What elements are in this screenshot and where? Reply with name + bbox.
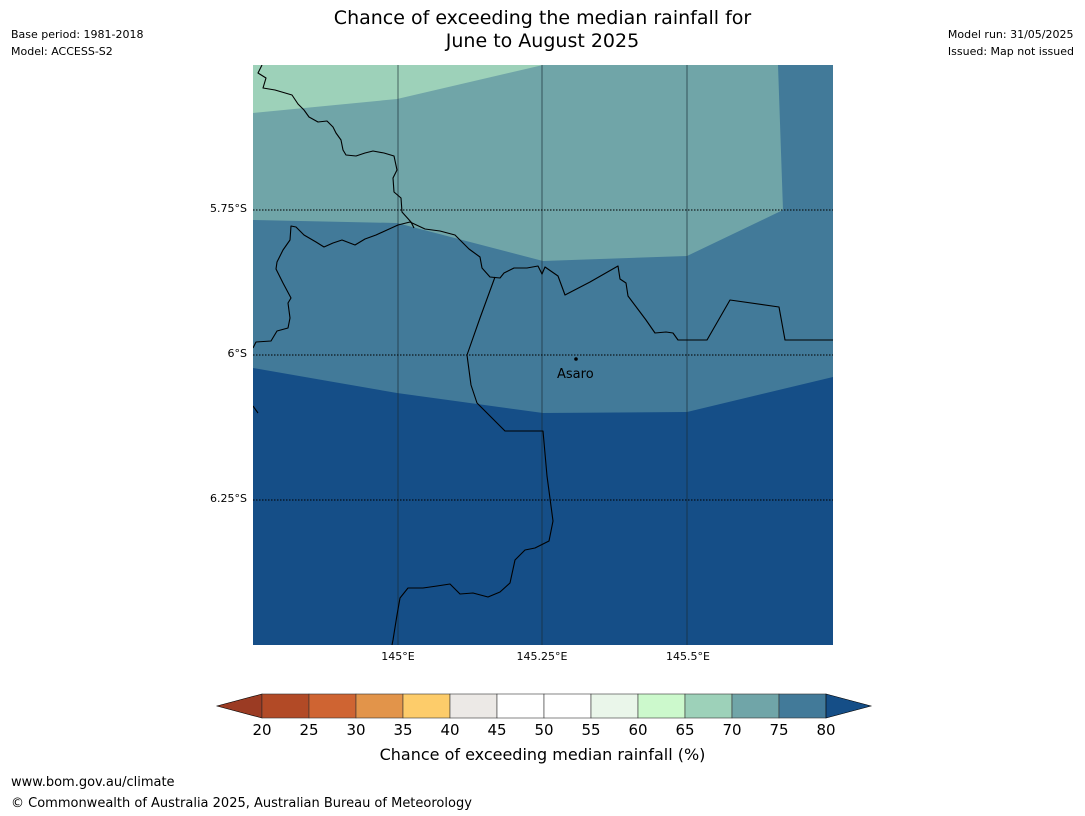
base-period-text: Base period: 1981-2018 — [11, 28, 144, 41]
lon-label-145: 145°E — [381, 650, 415, 663]
colorbar: 20 25 30 35 40 45 50 55 60 65 70 75 80 — [215, 693, 873, 739]
boundary-south — [391, 276, 554, 645]
asaro-marker — [574, 357, 578, 361]
graticule — [253, 65, 833, 645]
meta-left: Base period: 1981-2018 Model: ACCESS-S2 — [11, 26, 143, 60]
lat-label-6: 6°S — [227, 347, 247, 360]
colorbar-tick-label: 75 — [769, 721, 788, 739]
colorbar-segment — [402, 693, 451, 719]
boundary-north-west — [257, 65, 415, 229]
colorbar-tick-label: 50 — [534, 721, 553, 739]
footer-copyright: © Commonwealth of Australia 2025, Austra… — [11, 796, 472, 811]
lon-label-145-25: 145.25°E — [516, 650, 568, 663]
colorbar-segment — [543, 693, 592, 719]
colorbar-tick-label: 45 — [487, 721, 506, 739]
map-title: Chance of exceeding the median rainfall … — [0, 7, 1085, 53]
colorbar-tick-label: 65 — [675, 721, 694, 739]
model-text: Model: ACCESS-S2 — [11, 45, 113, 58]
province-boundaries — [253, 65, 833, 645]
lat-label-6-25: 6.25°S — [210, 492, 247, 505]
meta-right: Model run: 31/05/2025 Issued: Map not is… — [948, 26, 1074, 60]
colorbar-over-arrow — [825, 693, 873, 719]
colorbar-tick-labels: 20 25 30 35 40 45 50 55 60 65 70 75 80 — [252, 721, 835, 739]
boundary-central — [253, 221, 833, 349]
colorbar-segment — [496, 693, 545, 719]
title-line-2: June to August 2025 — [445, 30, 640, 52]
colorbar-tick-label: 55 — [581, 721, 600, 739]
colorbar-tick-label: 80 — [816, 721, 835, 739]
colorbar-tick-label: 25 — [299, 721, 318, 739]
colorbar-tick-label: 70 — [722, 721, 741, 739]
lon-label-145-5: 145.5°E — [666, 650, 710, 663]
colorbar-tick-label: 35 — [393, 721, 412, 739]
colorbar-segment — [778, 693, 827, 719]
colorbar-segment — [590, 693, 639, 719]
colorbar-segment — [684, 693, 733, 719]
colorbar-segment — [261, 693, 310, 719]
colorbar-segment — [308, 693, 357, 719]
issued-text: Issued: Map not issued — [947, 45, 1074, 58]
colorbar-segment — [355, 693, 404, 719]
model-run-text: Model run: 31/05/2025 — [947, 28, 1074, 41]
map-area: Asaro — [253, 65, 833, 645]
band-70-75 — [253, 65, 783, 261]
colorbar-segment — [731, 693, 780, 719]
colorbar-under-arrow — [215, 693, 263, 719]
lat-label-5-75: 5.75°S — [210, 202, 247, 215]
colorbar-tick-label: 30 — [346, 721, 365, 739]
colorbar-label: Chance of exceeding median rainfall (%) — [379, 745, 706, 764]
title-line-1: Chance of exceeding the median rainfall … — [333, 7, 752, 29]
asaro-label: Asaro — [557, 367, 594, 382]
colorbar-segment — [637, 693, 686, 719]
colorbar-segment — [449, 693, 498, 719]
colorbar-tick-label: 60 — [628, 721, 647, 739]
colorbar-segments — [215, 693, 873, 719]
boundary-west-edge — [253, 405, 259, 414]
footer-url[interactable]: www.bom.gov.au/climate — [11, 775, 175, 790]
colorbar-tick-label: 20 — [252, 721, 271, 739]
colorbar-tick-label: 40 — [440, 721, 459, 739]
